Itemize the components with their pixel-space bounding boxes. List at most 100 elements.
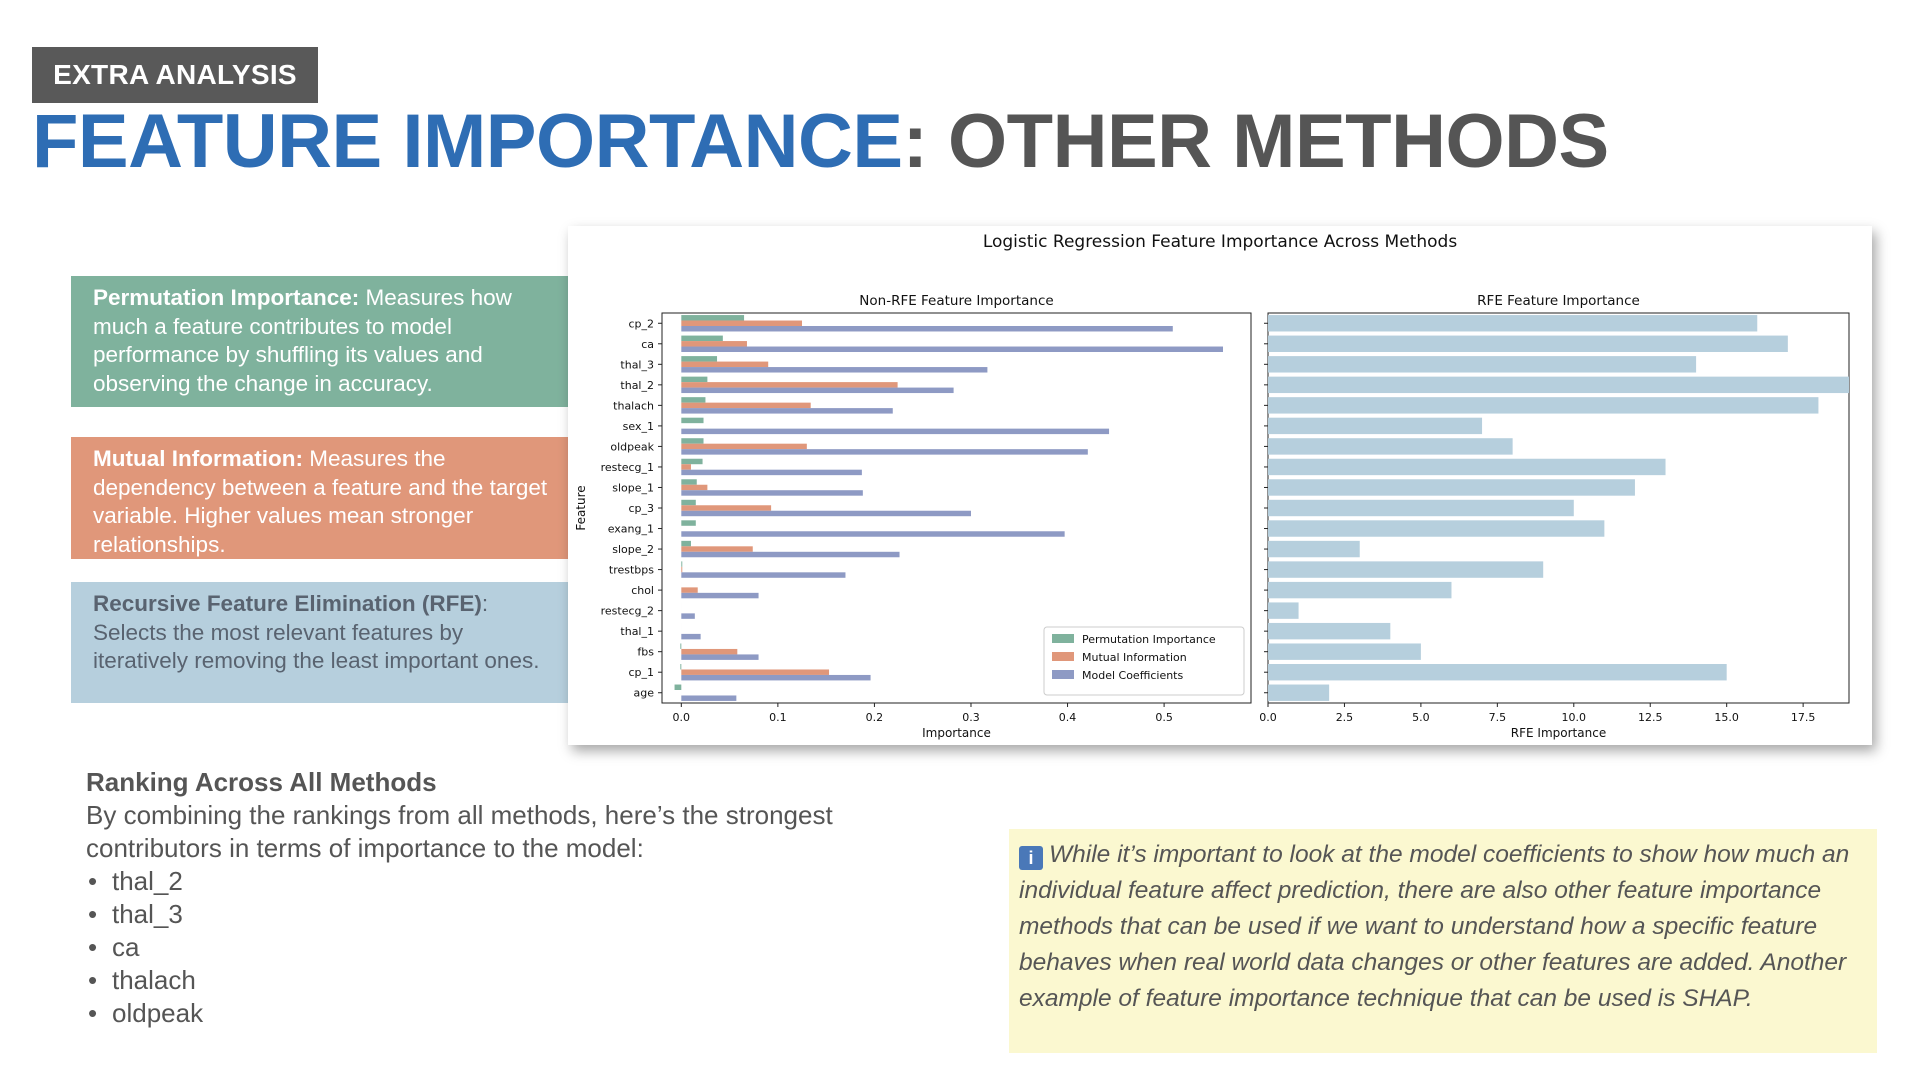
y-tick-label: chol: [631, 584, 654, 597]
bar-permutation-importance: [681, 438, 704, 444]
info-note-text: While it’s important to look at the mode…: [1019, 841, 1850, 1012]
x-tick-label: 0.2: [866, 711, 884, 724]
bar-permutation-importance: [681, 499, 696, 506]
callout-text: Measures how much a feature contributes …: [93, 285, 512, 396]
bar-model-coefficients: [681, 387, 954, 394]
bar-mutual-information: [681, 320, 803, 326]
ranking-item: thal_2: [86, 865, 846, 898]
rfe-bar: [1268, 397, 1819, 414]
bar-model-coefficients: [681, 613, 695, 619]
bar-permutation-importance: [680, 643, 682, 649]
bar-model-coefficients: [681, 490, 863, 496]
y-tick-label: cp_2: [628, 317, 654, 330]
bar-permutation-importance: [681, 561, 683, 567]
legend-box: [1043, 626, 1245, 696]
x-tick-label: 17.5: [1791, 711, 1816, 724]
rfe-bar: [1268, 499, 1574, 517]
bar-permutation-importance: [681, 520, 696, 526]
rfe-bar: [1268, 417, 1483, 435]
bar-mutual-information: [681, 587, 698, 593]
x-tick-label: 10.0: [1562, 711, 1587, 724]
bar-model-coefficients: [681, 654, 759, 660]
y-tick-label: slope_1: [612, 481, 654, 494]
x-tick-label: 0.0: [1259, 711, 1277, 724]
y-tick-label: ca: [641, 338, 654, 351]
y-tick-label: thal_2: [620, 379, 654, 392]
left-panel-title: Non-RFE Feature Importance: [859, 293, 1053, 309]
bar-mutual-information: [681, 546, 753, 552]
y-tick-label: thal_3: [620, 358, 654, 371]
callout-text: : Selects the most relevant features by …: [93, 591, 540, 673]
y-tick-label: restecg_1: [601, 461, 654, 474]
bar-model-coefficients: [681, 633, 701, 640]
bar-permutation-importance: [681, 335, 723, 342]
chart-figure: Logistic Regression Feature Importance A…: [568, 226, 1872, 745]
x-tick-label: 12.5: [1638, 711, 1663, 724]
rfe-bar: [1268, 643, 1421, 660]
bar-mutual-information: [681, 443, 807, 450]
x-tick-label: 0.5: [1155, 711, 1173, 724]
ranking-item: thal_3: [86, 898, 846, 931]
bar-model-coefficients: [681, 408, 893, 414]
bar-model-coefficients: [681, 367, 988, 373]
left-x-axis-label: Importance: [922, 726, 991, 740]
rfe-bar: [1268, 479, 1635, 496]
y-tick-label: oldpeak: [610, 440, 654, 453]
bar-permutation-importance: [681, 397, 706, 403]
ranking-item: ca: [86, 931, 846, 964]
figure-title: Logistic Regression Feature Importance A…: [983, 232, 1458, 252]
bar-permutation-importance: [681, 417, 704, 424]
y-tick-label: thalach: [613, 399, 654, 412]
y-tick-label: exang_1: [608, 523, 654, 536]
bar-permutation-importance: [681, 376, 708, 383]
bar-permutation-importance: [681, 356, 718, 362]
rfe-bar: [1268, 602, 1299, 619]
rfe-bar: [1268, 438, 1513, 455]
x-tick-label: 0.4: [1059, 711, 1077, 724]
left-y-axis-label: Feature: [574, 485, 588, 530]
y-tick-label: age: [634, 687, 655, 700]
x-tick-label: 0.3: [962, 711, 980, 724]
legend-label: Model Coefficients: [1082, 669, 1183, 682]
info-icon: i: [1019, 846, 1043, 870]
rfe-bar: [1268, 315, 1758, 332]
ranking-list: thal_2 thal_3 ca thalach oldpeak: [86, 865, 846, 1030]
bar-model-coefficients: [681, 469, 862, 476]
ranking-heading: Ranking Across All Methods: [86, 767, 437, 797]
info-note: i While it’s important to look at the mod…: [1009, 829, 1877, 1053]
rfe-bar: [1268, 376, 1849, 394]
x-tick-label: 7.5: [1489, 711, 1507, 724]
y-tick-label: fbs: [637, 646, 654, 659]
x-tick-label: 5.0: [1412, 711, 1430, 724]
bar-model-coefficients: [681, 346, 1223, 352]
y-tick-label: thal_1: [620, 625, 654, 638]
legend-swatch: [1052, 652, 1074, 661]
legend-swatch: [1052, 634, 1074, 643]
bar-model-coefficients: [681, 326, 1173, 332]
bar-mutual-information: [681, 566, 683, 573]
ranking-section: Ranking Across All Methods By combining …: [86, 766, 846, 1030]
bar-mutual-information: [681, 361, 769, 368]
x-tick-label: 0.1: [769, 711, 787, 724]
bar-model-coefficients: [681, 674, 871, 681]
bar-permutation-importance: [681, 315, 745, 321]
bar-mutual-information: [681, 648, 738, 655]
ranking-text: By combining the rankings from all metho…: [86, 800, 833, 863]
y-tick-label: sex_1: [623, 420, 654, 433]
bar-permutation-importance: [680, 664, 682, 670]
callout-term: Recursive Feature Elimination (RFE): [93, 591, 482, 616]
legend-label: Permutation Importance: [1082, 633, 1216, 646]
bar-model-coefficients: [681, 572, 846, 578]
page-title-highlight: FEATURE IMPORTANCE: [32, 99, 903, 184]
bar-model-coefficients: [681, 510, 971, 517]
section-tag: EXTRA ANALYSIS: [32, 47, 318, 103]
y-tick-label: restecg_2: [601, 605, 654, 618]
y-tick-label: trestbps: [609, 564, 654, 577]
rfe-bar: [1268, 520, 1605, 537]
bar-model-coefficients: [681, 428, 1110, 435]
chart-canvas: Logistic Regression Feature Importance A…: [574, 232, 1850, 740]
rfe-bar: [1268, 684, 1330, 701]
bar-model-coefficients: [681, 531, 1065, 537]
bar-mutual-information: [681, 505, 772, 511]
bar-mutual-information: [681, 464, 691, 470]
